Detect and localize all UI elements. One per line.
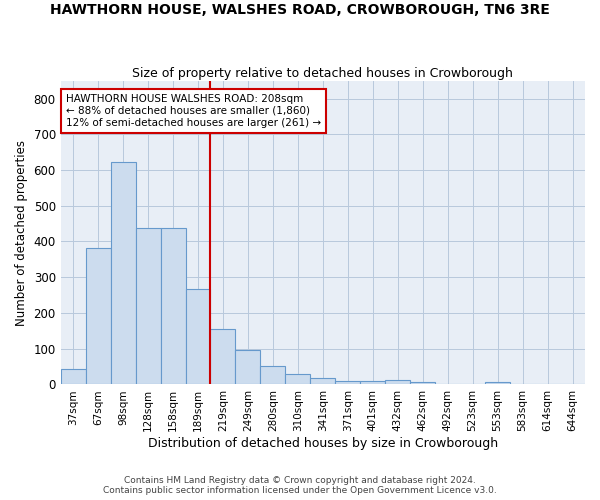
Bar: [110, 162, 136, 384]
Bar: [235, 350, 260, 384]
Bar: [211, 329, 235, 384]
Title: Size of property relative to detached houses in Crowborough: Size of property relative to detached ho…: [133, 66, 513, 80]
Text: HAWTHORN HOUSE, WALSHES ROAD, CROWBOROUGH, TN6 3RE: HAWTHORN HOUSE, WALSHES ROAD, CROWBOROUG…: [50, 2, 550, 16]
Bar: [260, 366, 286, 384]
Bar: [360, 380, 385, 384]
Bar: [335, 380, 360, 384]
Bar: [86, 248, 110, 384]
Bar: [485, 382, 510, 384]
Bar: [410, 382, 435, 384]
Bar: [185, 288, 211, 384]
Bar: [286, 374, 310, 384]
Bar: [385, 380, 410, 384]
Text: Contains HM Land Registry data © Crown copyright and database right 2024.
Contai: Contains HM Land Registry data © Crown c…: [103, 476, 497, 495]
Bar: [136, 228, 161, 384]
Bar: [310, 378, 335, 384]
X-axis label: Distribution of detached houses by size in Crowborough: Distribution of detached houses by size …: [148, 437, 498, 450]
Bar: [161, 228, 185, 384]
Text: HAWTHORN HOUSE WALSHES ROAD: 208sqm
← 88% of detached houses are smaller (1,860): HAWTHORN HOUSE WALSHES ROAD: 208sqm ← 88…: [66, 94, 321, 128]
Bar: [61, 368, 86, 384]
Y-axis label: Number of detached properties: Number of detached properties: [15, 140, 28, 326]
